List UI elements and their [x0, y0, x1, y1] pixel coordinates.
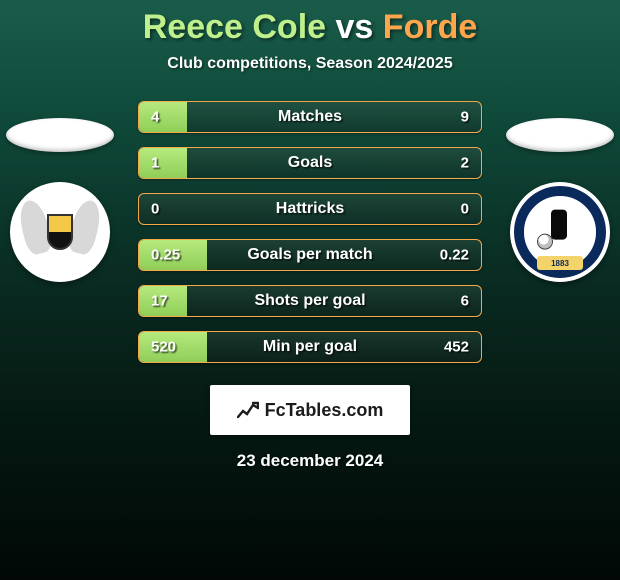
stat-right-value: 9 — [461, 109, 469, 126]
stat-left-value: 0.25 — [151, 247, 180, 264]
football-icon — [537, 234, 553, 250]
stat-row: 17 Shots per goal 6 — [138, 285, 482, 317]
player1-name: Reece Cole — [143, 8, 326, 46]
player2-club-logo: 1883 — [510, 182, 610, 282]
fctables-badge[interactable]: FcTables.com — [210, 385, 410, 435]
player1-club-logo — [10, 182, 110, 282]
player2-oval — [506, 118, 614, 152]
chart-growth-icon — [237, 401, 259, 419]
stat-left-value: 520 — [151, 339, 176, 356]
stat-row: 1 Goals 2 — [138, 147, 482, 179]
stat-label: Min per goal — [263, 338, 357, 356]
stat-row: 4 Matches 9 — [138, 101, 482, 133]
stat-right-value: 452 — [444, 339, 469, 356]
content-wrap: Reece Cole vs Forde Club competitions, S… — [0, 0, 620, 580]
brand-text: FcTables.com — [265, 400, 384, 421]
club-emblem-left — [20, 192, 100, 272]
player1-side — [0, 118, 120, 282]
stat-label: Matches — [278, 108, 342, 126]
player1-oval — [6, 118, 114, 152]
subtitle: Club competitions, Season 2024/2025 — [167, 55, 452, 73]
stat-left-value: 0 — [151, 201, 159, 218]
stat-fill-left — [139, 148, 187, 178]
pirate-icon — [545, 204, 575, 248]
vs-text: vs — [336, 8, 374, 46]
stat-right-value: 0.22 — [440, 247, 469, 264]
club-emblem-right: 1883 — [514, 186, 606, 278]
stat-row: 0.25 Goals per match 0.22 — [138, 239, 482, 271]
stat-right-value: 0 — [461, 201, 469, 218]
stat-right-value: 6 — [461, 293, 469, 310]
stat-left-value: 17 — [151, 293, 168, 310]
stat-fill-left — [139, 102, 187, 132]
player2-side: 1883 — [500, 118, 620, 282]
stat-label: Hattricks — [276, 200, 344, 218]
stat-row: 520 Min per goal 452 — [138, 331, 482, 363]
club-year-scroll: 1883 — [537, 256, 583, 270]
snapshot-date: 23 december 2024 — [237, 451, 384, 471]
player2-name: Forde — [383, 8, 477, 46]
stat-label: Shots per goal — [254, 292, 365, 310]
stat-label: Goals per match — [247, 246, 372, 264]
page-title: Reece Cole vs Forde — [143, 8, 478, 47]
stat-row: 0 Hattricks 0 — [138, 193, 482, 225]
stat-right-value: 2 — [461, 155, 469, 172]
stat-label: Goals — [288, 154, 332, 172]
stat-left-value: 4 — [151, 109, 159, 126]
shield-icon — [47, 214, 73, 250]
stats-container: 4 Matches 9 1 Goals 2 0 Hattricks 0 0.25 Goals per… — [138, 101, 482, 363]
stat-left-value: 1 — [151, 155, 159, 172]
